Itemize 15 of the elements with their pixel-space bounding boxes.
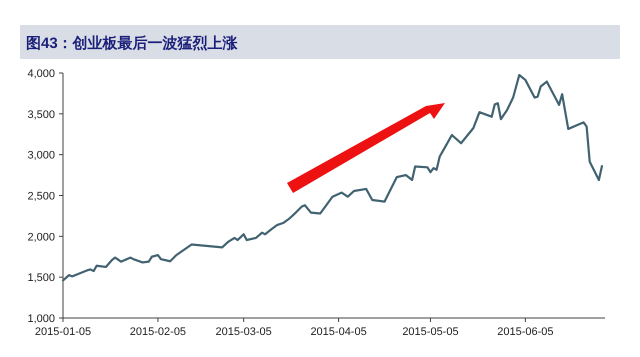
x-tick-label: 2015-03-05 [216, 326, 272, 338]
y-tick-label: 3,000 [27, 150, 55, 162]
y-tick-label: 4,000 [27, 68, 55, 80]
x-tick-label: 2015-06-05 [497, 326, 554, 338]
y-tick-label: 2,500 [27, 190, 55, 202]
line-series [62, 74, 604, 282]
x-tick-label: 2015-01-05 [34, 326, 92, 338]
y-tick-label: 2,000 [27, 231, 55, 244]
x-tick-label: 2015-05-05 [402, 326, 459, 338]
y-tick-label: 3,500 [27, 108, 55, 121]
chart-title: 图43：创业板最后一波猛烈上涨 [26, 35, 239, 52]
y-tick-label: 1,000 [27, 313, 55, 325]
x-tick-label: 2015-04-05 [310, 326, 367, 338]
y-tick-label: 1,500 [27, 272, 55, 284]
x-tick-label: 2015-02-05 [130, 326, 186, 338]
